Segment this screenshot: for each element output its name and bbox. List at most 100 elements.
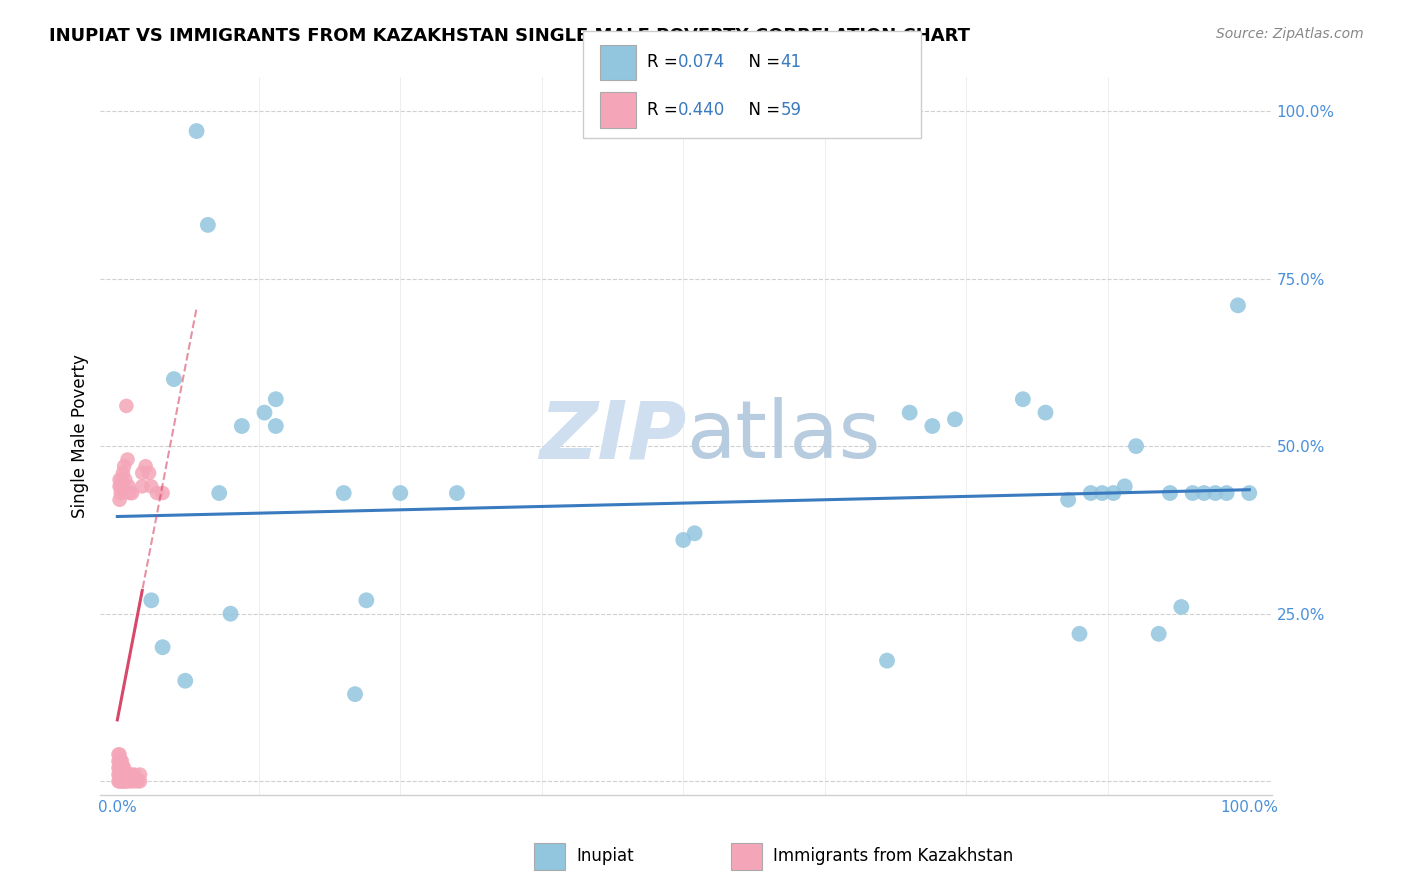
Point xyxy=(115,774,138,789)
Point xyxy=(108,774,131,789)
Point xyxy=(1204,486,1226,500)
Point xyxy=(344,687,367,701)
Point xyxy=(111,774,134,789)
Point xyxy=(111,767,134,781)
Point xyxy=(1239,486,1261,500)
Point xyxy=(1035,406,1057,420)
Point xyxy=(108,747,131,762)
Text: Immigrants from Kazakhstan: Immigrants from Kazakhstan xyxy=(773,847,1014,865)
Point xyxy=(672,533,695,547)
Point xyxy=(163,372,186,386)
Point xyxy=(110,486,132,500)
Point xyxy=(264,419,287,434)
Text: R =: R = xyxy=(647,101,683,119)
Point xyxy=(1226,298,1249,312)
Text: R =: R = xyxy=(647,54,683,71)
Point xyxy=(108,767,131,781)
Point xyxy=(1215,486,1237,500)
Point xyxy=(112,761,135,775)
Point xyxy=(219,607,242,621)
Point xyxy=(1170,599,1192,614)
Point xyxy=(231,419,253,434)
Point xyxy=(111,774,134,789)
Point xyxy=(111,754,134,768)
Text: N =: N = xyxy=(738,101,786,119)
Point xyxy=(108,473,131,487)
Point xyxy=(117,452,139,467)
Point xyxy=(135,459,157,474)
Text: 59: 59 xyxy=(780,101,801,119)
Point xyxy=(876,654,898,668)
Text: 0.440: 0.440 xyxy=(678,101,725,119)
Point xyxy=(1125,439,1147,453)
Point xyxy=(111,767,134,781)
Point xyxy=(186,124,208,138)
Point xyxy=(118,767,141,781)
Point xyxy=(118,774,141,789)
Point xyxy=(114,774,136,789)
Point xyxy=(108,492,131,507)
Point xyxy=(114,767,136,781)
Point xyxy=(111,466,134,480)
Point xyxy=(112,767,135,781)
Point xyxy=(107,774,129,789)
Point xyxy=(1192,486,1215,500)
Text: ZIP: ZIP xyxy=(538,397,686,475)
Point xyxy=(112,459,135,474)
Text: 41: 41 xyxy=(780,54,801,71)
Point xyxy=(1181,486,1204,500)
Point xyxy=(129,774,152,789)
Point xyxy=(208,486,231,500)
Point xyxy=(131,466,153,480)
Point xyxy=(108,754,131,768)
Point xyxy=(152,486,174,500)
Point xyxy=(264,392,287,407)
Point xyxy=(921,419,943,434)
Point xyxy=(121,486,143,500)
Point xyxy=(898,406,921,420)
Point xyxy=(1091,486,1114,500)
Point xyxy=(111,473,134,487)
Point xyxy=(120,767,142,781)
Point xyxy=(1159,486,1181,500)
Point xyxy=(129,767,152,781)
Point xyxy=(112,774,135,789)
Text: Source: ZipAtlas.com: Source: ZipAtlas.com xyxy=(1216,27,1364,41)
Point xyxy=(107,767,129,781)
Point xyxy=(107,754,129,768)
Text: atlas: atlas xyxy=(686,397,880,475)
Point xyxy=(110,767,132,781)
Point xyxy=(127,774,149,789)
Point xyxy=(110,754,132,768)
Point xyxy=(389,486,412,500)
Point xyxy=(108,479,131,493)
Point xyxy=(118,479,141,493)
Point xyxy=(108,761,131,775)
Point xyxy=(124,774,146,789)
Point xyxy=(110,479,132,493)
Point xyxy=(197,218,219,232)
Point xyxy=(1102,486,1125,500)
Point xyxy=(1069,627,1091,641)
Text: INUPIAT VS IMMIGRANTS FROM KAZAKHSTAN SINGLE MALE POVERTY CORRELATION CHART: INUPIAT VS IMMIGRANTS FROM KAZAKHSTAN SI… xyxy=(49,27,970,45)
Point xyxy=(138,466,160,480)
Text: 0.074: 0.074 xyxy=(678,54,725,71)
Point xyxy=(1080,486,1102,500)
Point xyxy=(1057,492,1080,507)
Point xyxy=(146,486,169,500)
Point xyxy=(943,412,966,426)
Point xyxy=(446,486,468,500)
Point xyxy=(356,593,378,607)
Y-axis label: Single Male Poverty: Single Male Poverty xyxy=(72,354,89,518)
Point xyxy=(110,761,132,775)
Point xyxy=(141,593,163,607)
Point xyxy=(114,473,136,487)
Point xyxy=(115,767,138,781)
Point xyxy=(107,761,129,775)
Point xyxy=(1012,392,1035,407)
Point xyxy=(332,486,354,500)
Point xyxy=(253,406,276,420)
Point xyxy=(110,774,132,789)
Point xyxy=(111,761,134,775)
Point xyxy=(174,673,197,688)
